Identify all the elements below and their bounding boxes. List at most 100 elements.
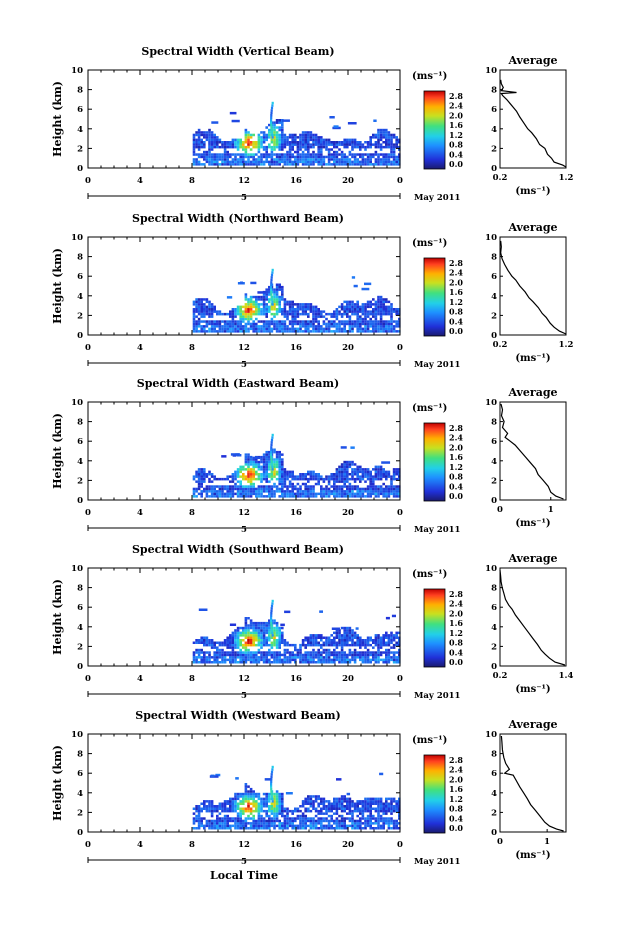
heatmap-cell [382, 145, 385, 149]
heatmap-cell [395, 141, 398, 144]
heatmap-cell [265, 327, 268, 331]
heatmap-cell [356, 800, 359, 803]
heatmap-cell [278, 458, 281, 461]
heatmap-cell [299, 653, 302, 657]
heatmap-cell [205, 133, 209, 137]
heatmap-cell [340, 800, 344, 803]
heatmap-cell [257, 817, 261, 820]
y-axis-label: Height (km) [51, 413, 64, 489]
heatmap-cell [312, 308, 315, 311]
heatmap-cell [249, 468, 253, 471]
heatmap-cell [255, 163, 258, 166]
heatmap-cell [301, 310, 305, 313]
heatmap-cell [296, 163, 300, 166]
heatmap-cell [392, 150, 396, 154]
heatmap [192, 101, 401, 166]
heatmap-cell [288, 150, 292, 154]
heatmap-cell [283, 480, 287, 483]
heatmap-cell [387, 143, 391, 146]
heatmap-cell [260, 646, 263, 649]
heatmap-cell [260, 138, 263, 142]
heatmap-cell [268, 817, 271, 820]
heatmap-cell [346, 492, 349, 496]
heatmap-cell [197, 322, 201, 326]
heatmap-cell [333, 477, 336, 481]
heatmap-cell [216, 330, 219, 333]
heatmap-cell [390, 485, 393, 488]
heatmap-cell [366, 143, 370, 146]
heatmap-cell [242, 320, 245, 323]
heatmap-cell [296, 308, 300, 311]
profile-y-tick-label: 10 [485, 66, 497, 76]
heatmap-cell [374, 475, 378, 478]
heatmap-cell [335, 310, 339, 313]
heatmap-cell [366, 636, 370, 639]
heatmap-cell [307, 308, 310, 311]
heatmap-cell [197, 819, 201, 823]
heatmap-cell [382, 327, 385, 331]
heatmap-cell [340, 641, 344, 644]
heatmap-cell [229, 143, 232, 146]
heatmap-cell [327, 802, 331, 805]
heatmap-cell [348, 158, 352, 161]
heatmap-cell [374, 490, 378, 493]
heatmap-cell [236, 802, 240, 805]
heatmap-cell [281, 138, 284, 142]
heatmap-cell [304, 817, 307, 820]
heatmap-cell [307, 150, 310, 154]
heatmap-cell [275, 790, 279, 793]
heatmap-cell [275, 817, 279, 820]
heatmap-cell [242, 824, 245, 828]
heatmap-cell [385, 312, 388, 316]
heatmap-cell [200, 807, 203, 810]
heatmap-cell [231, 322, 235, 326]
heatmap-cell [210, 495, 214, 498]
heatmap-cell [231, 141, 235, 144]
heatmap-cell [270, 276, 273, 279]
heatmap-cell [385, 153, 388, 156]
heatmap-cell [330, 827, 333, 830]
heatmap-cell [234, 153, 237, 156]
heatmap-cell [278, 285, 281, 289]
heatmap-cell [301, 153, 305, 156]
heatmap-cell [255, 322, 258, 326]
heatmap-cell [351, 148, 354, 151]
heatmap-cell [244, 310, 248, 313]
heatmap-cell [275, 621, 279, 625]
heatmap-cell [294, 158, 297, 161]
heatmap-cell [338, 807, 341, 810]
heatmap-cell [239, 490, 242, 493]
heatmap-cell [197, 312, 201, 316]
heatmap-cell [239, 485, 242, 488]
profile-frame [499, 401, 567, 501]
heatmap-cell [203, 480, 206, 483]
heatmap-cell [210, 814, 214, 818]
heatmap-cell [195, 819, 198, 823]
heatmap-cell [347, 122, 357, 125]
heatmap-cell [338, 629, 341, 632]
heatmap-cell [346, 626, 349, 630]
heatmap-cell [356, 465, 359, 469]
heatmap-cell [299, 475, 302, 478]
heatmap-cell [325, 653, 328, 657]
heatmap-cell [239, 643, 242, 647]
heatmap-cell [239, 322, 242, 326]
heatmap-cell [218, 485, 222, 488]
heatmap-cell [346, 305, 349, 309]
heatmap-cell [314, 819, 318, 823]
profile-y-tick-label: 10 [485, 398, 497, 408]
heatmap-cell [278, 639, 281, 642]
x-tick-label: 20 [342, 343, 354, 353]
heatmap-cell [387, 322, 391, 326]
heatmap-cell [244, 787, 248, 791]
heatmap-cell [195, 322, 198, 326]
heatmap-cell [270, 812, 274, 815]
heatmap-cell [208, 330, 211, 333]
heatmap-cell [257, 460, 261, 464]
heatmap-cell [270, 646, 274, 649]
heatmap-cell [299, 819, 302, 823]
heatmap-cell [262, 295, 266, 299]
heatmap-cell [309, 160, 313, 164]
heatmap-cell [294, 643, 297, 647]
heatmap-cell [242, 797, 245, 801]
